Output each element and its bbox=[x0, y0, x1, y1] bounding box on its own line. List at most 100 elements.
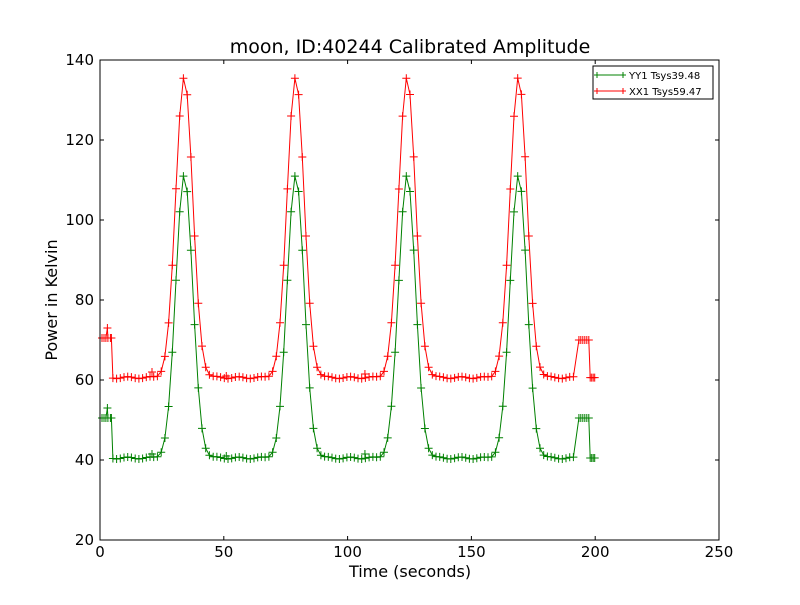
data-point-marker bbox=[406, 187, 414, 196]
data-point-marker bbox=[264, 372, 273, 381]
data-point-marker bbox=[513, 74, 522, 83]
y-tick-label: 60 bbox=[75, 371, 94, 389]
data-point-marker bbox=[164, 318, 173, 327]
data-point-marker bbox=[157, 448, 166, 457]
data-point-marker bbox=[417, 299, 426, 308]
y-tick-label: 120 bbox=[65, 131, 94, 149]
data-point-marker bbox=[569, 372, 578, 381]
data-point-marker bbox=[116, 454, 125, 463]
x-tick-label: 0 bbox=[95, 543, 105, 561]
data-point-marker bbox=[398, 207, 407, 216]
data-point-marker bbox=[116, 374, 125, 383]
legend-label: YY1 Tsys39.48 bbox=[628, 71, 700, 82]
data-point-marker bbox=[250, 454, 258, 463]
data-point-marker bbox=[313, 444, 322, 453]
y-tick-label: 140 bbox=[65, 51, 94, 69]
data-point-marker bbox=[584, 414, 593, 422]
data-point-marker bbox=[246, 374, 255, 383]
series-0 bbox=[98, 172, 599, 463]
data-point-marker bbox=[328, 373, 336, 382]
data-point-marker bbox=[107, 414, 116, 422]
data-point-marker bbox=[528, 384, 537, 393]
data-point-marker bbox=[380, 448, 388, 457]
data-point-marker bbox=[205, 370, 214, 379]
data-point-marker bbox=[376, 372, 385, 381]
data-point-marker bbox=[103, 324, 112, 332]
data-point-marker bbox=[107, 334, 116, 342]
data-point-marker bbox=[227, 454, 236, 463]
legend-marker bbox=[620, 72, 626, 78]
legend-item-0: YY1 Tsys39.48 bbox=[594, 71, 700, 82]
data-point-marker bbox=[532, 342, 541, 351]
data-point-marker bbox=[406, 90, 414, 99]
data-point-marker bbox=[461, 373, 470, 382]
data-point-marker bbox=[413, 232, 422, 240]
data-point-marker bbox=[446, 455, 455, 463]
data-point-marker bbox=[424, 363, 433, 372]
data-point-marker bbox=[298, 246, 307, 255]
series-line-1 bbox=[102, 77, 595, 380]
data-point-marker bbox=[420, 424, 429, 433]
data-point-marker bbox=[558, 374, 567, 383]
data-point-marker bbox=[383, 433, 392, 442]
data-point-marker bbox=[276, 318, 284, 327]
data-point-marker bbox=[294, 187, 303, 196]
data-point-marker bbox=[168, 348, 177, 357]
data-point-marker bbox=[235, 372, 244, 381]
data-point-marker bbox=[328, 453, 336, 462]
data-point-marker bbox=[558, 455, 567, 463]
data-point-marker bbox=[290, 172, 299, 181]
data-point-marker bbox=[550, 453, 559, 462]
noise-marker bbox=[147, 450, 156, 458]
data-point-marker bbox=[305, 299, 314, 308]
data-point-marker bbox=[532, 424, 541, 433]
data-point-marker bbox=[157, 367, 166, 376]
data-point-marker bbox=[276, 402, 284, 411]
data-point-marker bbox=[402, 172, 411, 181]
data-point-marker bbox=[346, 453, 355, 461]
data-point-marker bbox=[175, 112, 184, 120]
data-point-marker bbox=[506, 185, 515, 193]
data-point-marker bbox=[439, 373, 448, 382]
data-point-marker bbox=[272, 434, 281, 442]
data-point-marker bbox=[521, 246, 530, 255]
data-point-marker bbox=[153, 452, 162, 461]
noise-marker bbox=[360, 370, 369, 378]
data-point-marker bbox=[513, 172, 522, 181]
data-point-marker bbox=[268, 367, 277, 376]
data-point-marker bbox=[435, 452, 444, 461]
data-point-marker bbox=[339, 374, 348, 382]
data-point-marker bbox=[168, 261, 177, 270]
data-point-marker bbox=[413, 320, 422, 329]
data-point-marker bbox=[198, 424, 206, 433]
data-point-marker bbox=[547, 452, 556, 461]
data-point-marker bbox=[186, 153, 195, 161]
data-point-marker bbox=[502, 348, 511, 357]
data-point-marker bbox=[272, 352, 281, 361]
x-tick-label: 250 bbox=[705, 543, 734, 561]
data-point-marker bbox=[472, 454, 481, 463]
data-point-marker bbox=[450, 454, 459, 463]
data-point-marker bbox=[510, 207, 518, 216]
data-point-marker bbox=[409, 246, 418, 255]
data-point-marker bbox=[179, 172, 188, 181]
data-point-marker bbox=[198, 342, 206, 351]
legend-item-1: XX1 Tsys59.47 bbox=[594, 87, 702, 98]
data-point-marker bbox=[250, 374, 258, 382]
data-point-marker bbox=[562, 454, 570, 463]
data-point-marker bbox=[450, 373, 459, 382]
data-point-marker bbox=[539, 370, 548, 379]
data-point-marker bbox=[127, 453, 136, 462]
data-point-marker bbox=[487, 372, 496, 381]
data-point-marker bbox=[521, 152, 530, 161]
x-axis-label: Time (seconds) bbox=[348, 562, 471, 581]
data-point-marker bbox=[446, 374, 455, 383]
data-point-marker bbox=[469, 455, 478, 463]
data-point-marker bbox=[316, 370, 325, 379]
data-point-marker bbox=[387, 318, 396, 327]
legend-marker bbox=[620, 88, 626, 94]
data-point-marker bbox=[160, 434, 169, 442]
data-point-marker bbox=[398, 112, 407, 121]
